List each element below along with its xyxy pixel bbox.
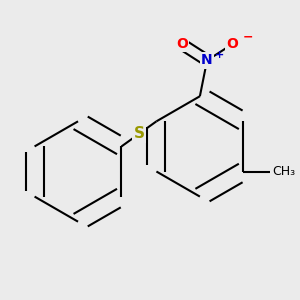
Text: O: O <box>226 37 238 51</box>
Text: O: O <box>176 37 188 51</box>
Text: CH₃: CH₃ <box>272 165 295 178</box>
Text: +: + <box>215 50 224 60</box>
Text: S: S <box>134 126 145 141</box>
Text: −: − <box>243 31 254 44</box>
Text: N: N <box>201 53 213 68</box>
